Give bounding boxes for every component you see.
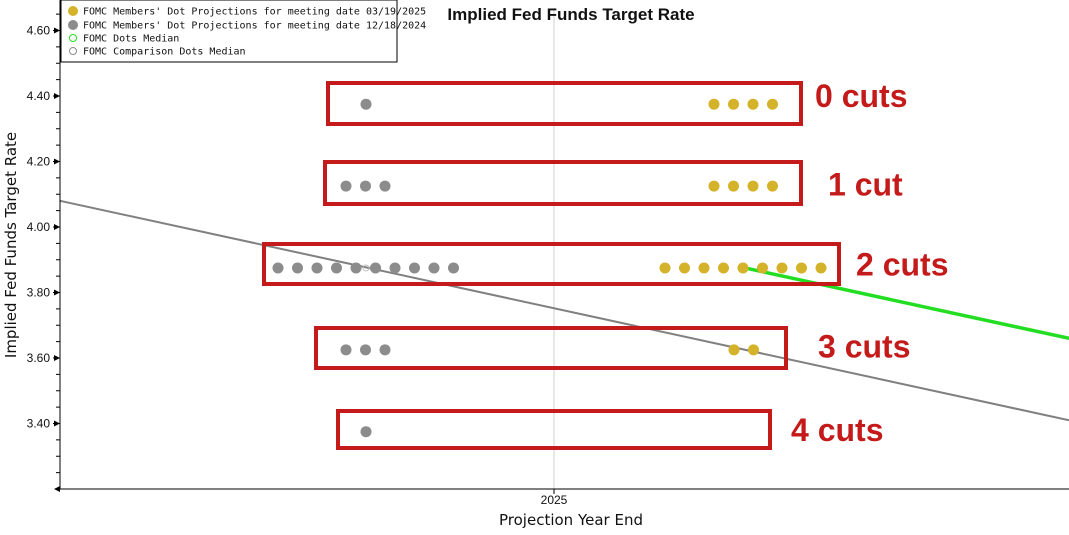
dot-12-18-2024	[350, 262, 362, 274]
dots-layer	[272, 98, 827, 438]
legend: FOMC Members' Dot Projections for meetin…	[60, 0, 426, 63]
annotation-box	[323, 160, 803, 206]
y-tick-arrow	[54, 420, 60, 427]
annotation-boxes-layer: 0 cuts 1 cut 2 cuts 3 cuts 4 cuts	[262, 78, 948, 450]
dot-03-19-2025	[767, 98, 778, 110]
dot-03-19-2025	[747, 98, 759, 110]
legend-marker	[69, 47, 77, 55]
dot-03-19-2025	[728, 344, 740, 356]
dot-12-18-2024	[331, 262, 342, 274]
dot-03-19-2025	[659, 262, 671, 274]
y-tick-arrow	[54, 355, 60, 361]
legend-marker	[68, 20, 78, 30]
cuts-label: 1 cut	[828, 166, 903, 202]
y-tick-label: 3.60	[27, 351, 51, 365]
grey-implied-rate-line	[59, 199, 1069, 422]
dot-03-19-2025	[737, 262, 749, 274]
y-tick-arrow	[54, 93, 60, 99]
y-tick-label: 3.80	[27, 286, 51, 300]
legend-box	[60, 0, 398, 63]
dot-12-18-2024	[360, 180, 371, 192]
dot-03-19-2025	[708, 98, 720, 110]
legend-marker	[68, 6, 78, 16]
dot-12-18-2024	[340, 180, 352, 192]
y-axis-title: Implied Fed Funds Target Rate	[2, 132, 20, 358]
dot-03-19-2025	[679, 262, 690, 274]
dot-12-18-2024	[428, 262, 440, 274]
legend-entry: FOMC Dots Median	[83, 34, 179, 45]
comparison-dots-median-marker	[362, 264, 370, 272]
y-tick-label: 3.40	[27, 417, 51, 431]
cuts-label: 3 cuts	[818, 329, 910, 365]
axes-layer: 3.40 3.60 3.80 4.00 4.20 4.40 4.60 2025	[27, 0, 1069, 507]
dot-03-19-2025	[757, 262, 768, 274]
dot-12-18-2024	[272, 262, 284, 274]
dot-12-18-2024	[448, 262, 459, 274]
legend-entry: FOMC Comparison Dots Median	[83, 47, 246, 58]
dot-03-19-2025	[728, 180, 739, 192]
dot-03-19-2025	[815, 262, 827, 274]
dot-12-18-2024	[360, 426, 372, 438]
dot-03-19-2025	[728, 98, 739, 110]
dot-12-18-2024	[409, 262, 420, 274]
cuts-label: 2 cuts	[856, 247, 948, 283]
dot-12-18-2024	[340, 344, 352, 356]
dot-12-18-2024	[389, 262, 401, 274]
dot-12-18-2024	[360, 344, 371, 356]
y-tick-arrow	[54, 289, 60, 296]
dot-03-19-2025	[776, 262, 788, 274]
annotation-box	[262, 242, 841, 286]
dot-03-19-2025	[796, 262, 807, 274]
legend-entry: FOMC Members' Dot Projections for meetin…	[83, 7, 426, 18]
axis-corner-marker	[54, 486, 60, 492]
dot-12-18-2024	[379, 344, 391, 356]
dot-12-18-2024	[360, 98, 372, 110]
dot-03-19-2025	[767, 180, 778, 192]
cuts-label: 4 cuts	[791, 412, 883, 448]
y-tick-label: 4.40	[27, 89, 51, 103]
green-implied-rate-line	[744, 266, 1069, 341]
dot-03-19-2025	[718, 262, 729, 274]
legend-entry: FOMC Members' Dot Projections for meetin…	[83, 21, 426, 32]
cuts-label: 0 cuts	[815, 78, 907, 114]
dot-03-19-2025	[747, 180, 759, 192]
y-tick-arrow	[54, 224, 60, 230]
rate-lines-layer	[59, 199, 1069, 422]
dot-03-19-2025	[698, 262, 710, 274]
y-tick-arrow	[54, 158, 60, 165]
annotation-box	[326, 81, 803, 126]
y-tick-label: 4.60	[27, 24, 51, 38]
dot-03-19-2025	[708, 180, 720, 192]
y-tick-label: 4.20	[27, 155, 51, 169]
annotation-box	[336, 409, 772, 450]
dot-03-19-2025	[748, 344, 759, 356]
legend-marker	[69, 34, 77, 42]
x-axis-title: Projection Year End	[499, 511, 643, 529]
annotation-box	[314, 326, 788, 370]
dot-12-18-2024	[370, 262, 381, 274]
dot-12-18-2024	[292, 262, 303, 274]
y-tick-arrow	[54, 27, 60, 34]
chart-title: Implied Fed Funds Target Rate	[447, 5, 694, 24]
y-tick-label: 4.00	[27, 220, 51, 234]
dot-12-18-2024	[379, 180, 391, 192]
dot-12-18-2024	[311, 262, 323, 274]
x-tick-label: 2025	[541, 493, 568, 507]
